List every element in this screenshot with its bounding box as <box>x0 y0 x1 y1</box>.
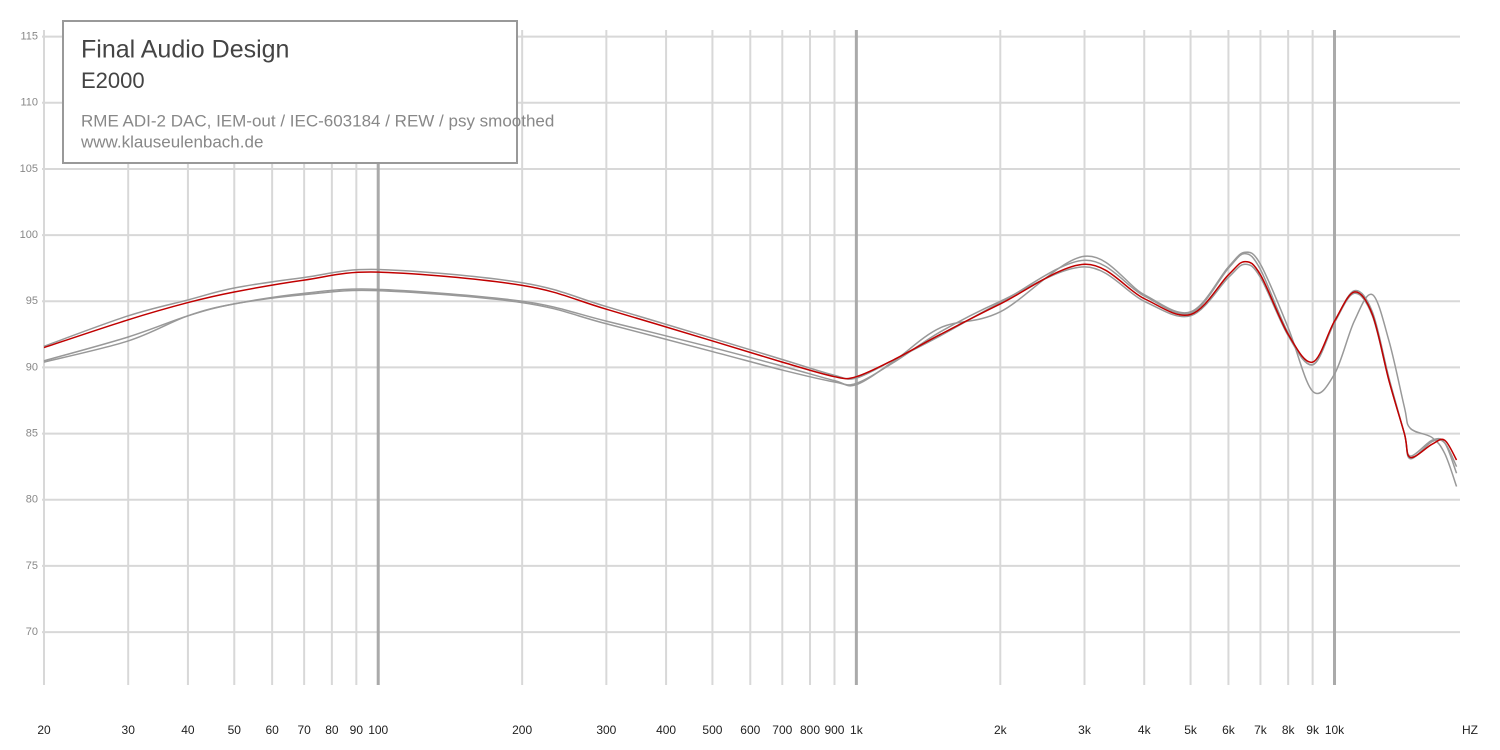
y-tick-label: 85 <box>26 427 38 439</box>
x-tick-label: 80 <box>325 723 339 737</box>
x-tick-label: 8k <box>1282 723 1296 737</box>
x-tick-label: 700 <box>772 723 792 737</box>
x-tick-label: 800 <box>800 723 820 737</box>
x-tick-label: 90 <box>350 723 364 737</box>
x-tick-label: 70 <box>297 723 311 737</box>
y-tick-label: 75 <box>26 560 38 572</box>
y-tick-label: 90 <box>26 361 38 373</box>
x-tick-label: 50 <box>228 723 242 737</box>
annotation: www.klauseulenbach.de <box>80 132 263 151</box>
x-tick-label: 20 <box>37 723 51 737</box>
x-tick-label: 60 <box>265 723 279 737</box>
annotation: RME ADI-2 DAC, IEM-out / IEC-603184 / RE… <box>81 111 554 130</box>
x-tick-label: 5k <box>1184 723 1198 737</box>
x-tick-label: 9k <box>1306 723 1320 737</box>
chart-subtitle: E2000 <box>81 68 145 93</box>
series-line <box>43 251 1458 487</box>
x-tick-label: 30 <box>122 723 136 737</box>
x-tick-label: 10k <box>1325 723 1345 737</box>
x-tick-label: 500 <box>702 723 722 737</box>
x-tick-label: 1k <box>850 723 864 737</box>
x-tick-label: 40 <box>181 723 195 737</box>
x-tick-label: 900 <box>824 723 844 737</box>
y-tick-label: 70 <box>26 626 38 638</box>
x-tick-label: 2k <box>994 723 1008 737</box>
y-tick-label: 105 <box>20 163 38 175</box>
x-tick-label: 300 <box>596 723 616 737</box>
x-tick-label: 400 <box>656 723 676 737</box>
series-line <box>43 260 1458 461</box>
y-tick-label: 95 <box>26 295 38 307</box>
chart-title: Final Audio Design <box>81 36 289 64</box>
x-tick-label: 7k <box>1254 723 1268 737</box>
x-axis-label: HZ <box>1462 723 1478 737</box>
x-tick-label: 600 <box>740 723 760 737</box>
y-tick-label: 80 <box>26 494 38 506</box>
x-tick-label: 6k <box>1222 723 1236 737</box>
grid: 70 75 80 85 90 95 100 105 110 115 20 30 40 50 60 70 80 90… <box>20 30 1460 737</box>
x-tick-label: 4k <box>1138 723 1152 737</box>
y-tick-label: 115 <box>20 31 38 43</box>
lines <box>43 251 1458 487</box>
x-tick-label: 200 <box>512 723 532 737</box>
x-tick-label: 3k <box>1078 723 1092 737</box>
y-tick-label: 100 <box>20 229 38 241</box>
y-tick-label: 110 <box>20 97 38 109</box>
legend-box <box>62 20 518 164</box>
x-tick-label: 100 <box>368 723 388 737</box>
